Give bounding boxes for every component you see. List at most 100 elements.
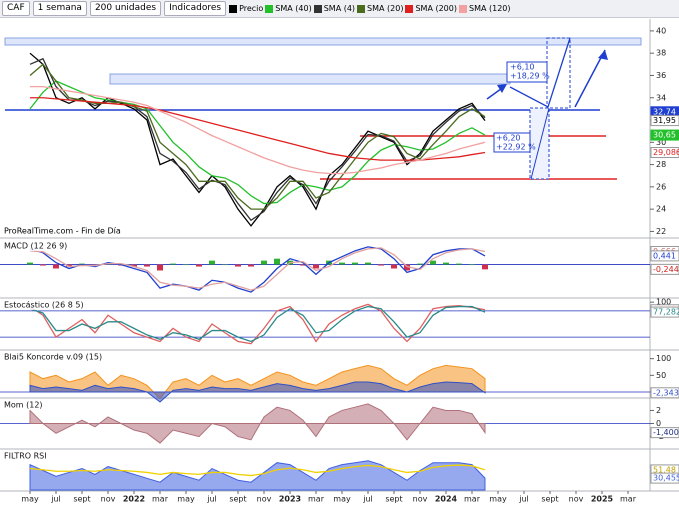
x-tick-label: may <box>21 495 39 504</box>
last-value-box <box>650 427 679 439</box>
legend-swatch <box>458 4 467 13</box>
histogram-bar <box>40 264 46 266</box>
x-tick-label: 2025 <box>591 495 614 504</box>
last-value-label: 51,48 <box>653 465 676 474</box>
y-tick-label: 28 <box>656 160 666 169</box>
annotation-text: +18,29 % <box>510 72 550 81</box>
series-line <box>29 247 486 291</box>
y-tick-label: 26 <box>656 182 666 191</box>
x-tick-label: sept <box>229 495 246 504</box>
y-tick-label: 30 <box>656 138 666 147</box>
series-line <box>29 303 486 345</box>
histogram-bar <box>53 264 59 269</box>
y-tick-label: 22 <box>656 227 666 236</box>
series-line <box>30 85 486 175</box>
y-tick-label: 40 <box>656 26 666 35</box>
histogram-bar <box>196 264 202 267</box>
legend-label: SMA (200) <box>415 4 457 13</box>
area <box>29 381 486 403</box>
y-tick-label: 2 <box>656 406 661 415</box>
panel-title: FILTRO RSI <box>4 452 47 461</box>
x-tick-label: nov <box>257 495 272 504</box>
histogram-bar <box>313 264 319 269</box>
histogram-bar <box>404 264 410 271</box>
x-tick-label: jul <box>518 495 529 504</box>
histogram-bar <box>417 263 423 265</box>
last-value-label: 0,441 <box>653 251 676 260</box>
legend-item: SMA (4) <box>313 4 355 13</box>
legend-item: SMA (40) <box>265 4 312 13</box>
legend-label: SMA (40) <box>275 4 312 13</box>
x-tick-label: jul <box>206 495 217 504</box>
histogram-bar <box>274 258 280 265</box>
last-value-box <box>650 263 679 275</box>
last-value-label: -0,244 <box>653 265 679 274</box>
y-tick-label: 0 <box>656 419 661 428</box>
histogram-bar <box>66 264 72 267</box>
legend-swatch <box>357 4 366 13</box>
last-value-label: -1,400 <box>653 428 679 437</box>
histogram-bar <box>443 262 449 265</box>
indicators-button[interactable]: Indicadores <box>164 1 227 16</box>
legend-swatch <box>405 4 414 13</box>
source: ProRealTime.com - Fin de Día <box>4 227 121 236</box>
annotation: +6,10 +18,29 % +6,20 +22,92 % <box>493 61 550 153</box>
last-value-label: 30,455 <box>653 474 679 483</box>
legend-label: SMA (20) <box>367 4 404 13</box>
panel-title-bg <box>2 300 88 310</box>
toolbar: CAF 1 semana 200 unidades Indicadores Pr… <box>0 0 679 18</box>
series-line <box>29 464 486 477</box>
x-tick-label: may <box>333 495 351 504</box>
histogram-bar <box>131 264 137 267</box>
histogram-bar <box>469 264 475 266</box>
last-value-box <box>650 146 679 158</box>
histogram-bar <box>248 264 254 267</box>
x-tick-label: nov <box>101 495 116 504</box>
legend-swatch <box>265 4 274 13</box>
last-value-label: 29,086 <box>653 148 679 157</box>
legend-item: SMA (120) <box>458 4 511 13</box>
y-tick-label: 38 <box>656 49 666 58</box>
histogram-bar <box>339 262 345 265</box>
histogram-bar <box>209 260 215 265</box>
annotation-text: +6,10 <box>510 63 535 72</box>
histogram-bar <box>300 264 306 266</box>
panel-title-bg <box>2 241 72 251</box>
legend-item: Precio <box>229 4 263 13</box>
y-tick-label: 34 <box>656 93 666 102</box>
last-value-box <box>650 129 679 141</box>
x-tick-label: 2022 <box>123 495 145 504</box>
panel-title-bg <box>2 451 51 461</box>
x-tick-label: 2024 <box>435 495 458 504</box>
series-line <box>29 80 486 205</box>
y-tick-label: 100 <box>656 298 671 307</box>
panel-title-bg <box>2 400 47 410</box>
units-select[interactable]: 200 unidades <box>89 1 162 16</box>
histogram-bar <box>222 264 228 266</box>
x-tick-label: mar <box>464 495 481 504</box>
last-value-label: 30,65 <box>653 131 676 140</box>
histogram-bar <box>144 264 150 267</box>
histogram-bar <box>391 264 397 269</box>
histogram-bar <box>261 260 267 265</box>
panel-title: MACD (12 26 9) <box>4 242 67 251</box>
histogram-bar <box>378 264 384 266</box>
panel-title: Mom (12) <box>4 401 43 410</box>
histogram-bar <box>430 260 436 265</box>
x-tick-label: mar <box>308 495 325 504</box>
legend-label: SMA (120) <box>468 4 511 13</box>
last-value-box <box>650 306 679 318</box>
last-value-box <box>650 115 679 127</box>
x-tick-label: nov <box>569 495 584 504</box>
last-value-label: 32,74 <box>653 107 676 116</box>
histogram-bar <box>183 264 189 266</box>
histogram-bar <box>157 264 163 271</box>
x-tick-label: mar <box>152 495 169 504</box>
panel-title-bg <box>2 352 107 362</box>
x-tick-label: jul <box>362 495 373 504</box>
symbol-select[interactable]: CAF <box>2 1 30 16</box>
annotation-text: +6,20 <box>496 134 521 143</box>
period-select[interactable]: 1 semana <box>32 1 87 16</box>
area <box>29 460 486 491</box>
